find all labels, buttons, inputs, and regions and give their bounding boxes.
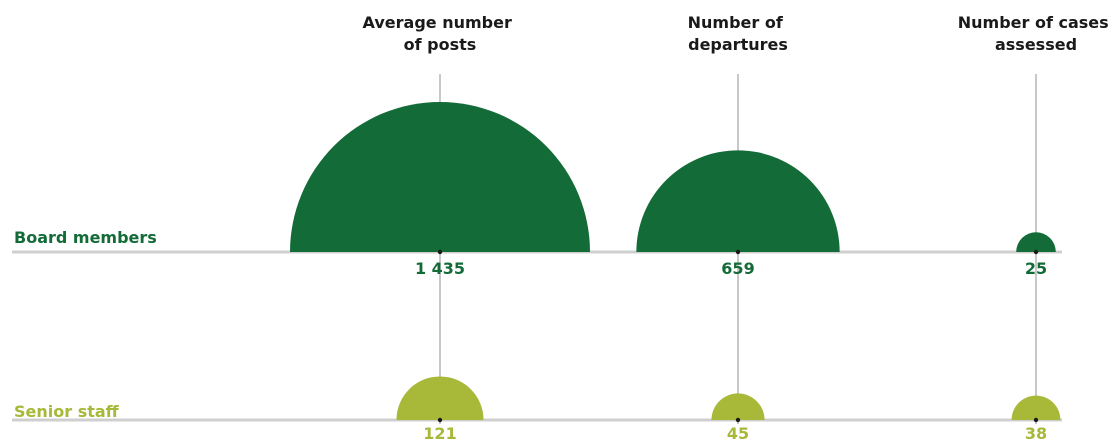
center-dot-senior-posts (437, 417, 443, 423)
value-label-senior-departures: 45 (727, 424, 749, 441)
column-title-departures: Number of departures (688, 13, 789, 54)
semicircle-senior-posts (396, 376, 484, 420)
semicircle-board-cases (1016, 232, 1056, 252)
column-title-cases-line-2: assessed (995, 35, 1077, 54)
column-title-posts-line-2: of posts (404, 35, 477, 54)
semicircle-bubbles (290, 102, 1061, 420)
value-label-board-posts: 1 435 (415, 259, 465, 278)
value-label-board-cases: 25 (1025, 259, 1047, 278)
semicircle-board-posts (290, 102, 590, 252)
center-dot-board-cases (1033, 249, 1039, 255)
column-title-posts-line-1: Average number (363, 13, 512, 32)
center-dot-senior-departures (735, 417, 741, 423)
row-baselines (12, 250, 1062, 422)
center-dot-board-posts (437, 249, 443, 255)
value-label-senior-cases: 38 (1025, 424, 1047, 441)
row-label-board-members: Board members (14, 228, 157, 247)
column-title-departures-line-2: departures (688, 35, 788, 54)
row-label-senior-staff: Senior staff (14, 402, 120, 421)
semicircle-board-departures (636, 150, 840, 252)
column-title-departures-line-1: Number of (688, 13, 784, 32)
center-dot-board-departures (735, 249, 741, 255)
semicircle-senior-departures (711, 393, 765, 420)
column-title-cases-line-1: Number of cases (958, 13, 1109, 32)
center-dot-senior-cases (1033, 417, 1039, 423)
column-title-cases: Number of cases assessed (958, 13, 1115, 54)
value-label-senior-posts: 121 (423, 424, 456, 441)
value-label-board-departures: 659 (721, 259, 754, 278)
center-dots (437, 249, 1039, 423)
semicircle-senior-cases (1011, 395, 1061, 420)
column-title-posts: Average number of posts (363, 13, 518, 54)
